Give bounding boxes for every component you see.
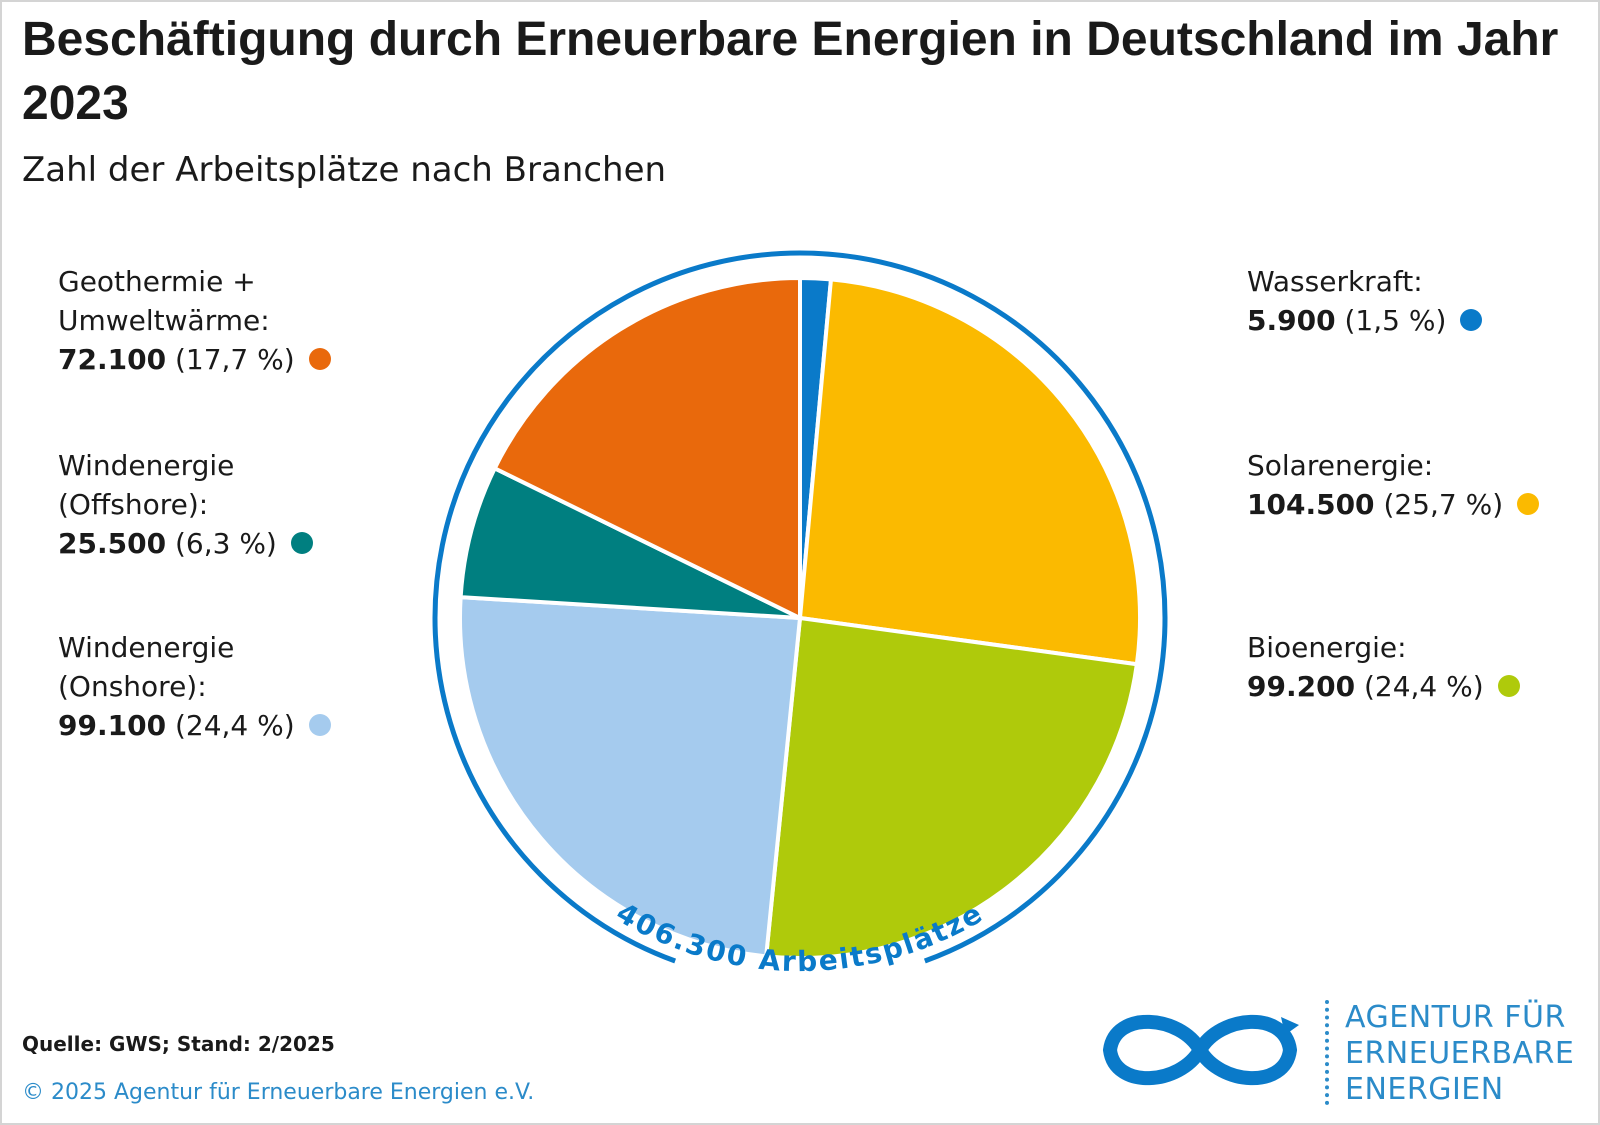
legend-percent: (24,4 %) — [174, 709, 295, 742]
legend-solar: Solarenergie: 104.500 (25,7 %) — [1247, 446, 1540, 524]
pie-slice-solarenergie — [798, 277, 1143, 667]
chart-subtitle: Zahl der Arbeitsplätze nach Branchen — [22, 150, 667, 190]
infinity-logo-icon — [1102, 1014, 1299, 1086]
legend-label-line: Umweltwärme: — [58, 304, 270, 337]
pie-slices — [458, 276, 1143, 960]
legend-label-line: Solarenergie: — [1247, 449, 1434, 482]
total-ring — [432, 250, 1168, 964]
legend-label-line: Wasserkraft: — [1247, 265, 1423, 298]
legend-wasserkraft: Wasserkraft: 5.900 (1,5 %) — [1247, 262, 1483, 340]
legend-dot-onshore — [308, 714, 331, 736]
legend-bio: Bioenergie: 99.200 (24,4 %) — [1247, 628, 1520, 706]
legend-dot-bio — [1497, 675, 1520, 697]
legend-value: 5.900 — [1247, 304, 1336, 337]
legend-percent: (25,7 %) — [1383, 488, 1504, 521]
pie-slice-geothermie-umweltwärme — [492, 276, 802, 620]
legend-label-line: Bioenergie: — [1247, 631, 1407, 664]
logo-line-2: ERNEUERBARE — [1345, 1036, 1575, 1071]
legend-value: 72.100 — [58, 343, 167, 376]
legend-label-line: (Offshore): — [58, 488, 209, 521]
chart-title: Beschäftigung durch Erneuerbare Energien… — [22, 13, 1559, 130]
legend-percent: (24,4 %) — [1363, 670, 1484, 703]
logo-line-3: ENERGIEN — [1345, 1072, 1504, 1107]
legend-value: 104.500 — [1247, 488, 1375, 521]
legend-value: 99.100 — [58, 709, 167, 742]
legend-offshore: Windenergie (Offshore): 25.500 (6,3 %) — [58, 446, 313, 563]
legend-percent: (6,3 %) — [174, 527, 277, 560]
source-note: Quelle: GWS; Stand: 2/2025 — [22, 1032, 335, 1056]
infinity-arrow — [1281, 1017, 1299, 1035]
pie-slice-bioenergie — [764, 616, 1139, 960]
legend-value: 25.500 — [58, 527, 167, 560]
logo-wordmark: AGENTUR FÜR ERNEUERBARE ENERGIEN — [1345, 1000, 1574, 1108]
copyright-note: © 2025 Agentur für Erneuerbare Energien … — [22, 1080, 535, 1105]
infinity-loop — [1102, 1014, 1298, 1086]
legend-geothermie: Geothermie + Umweltwärme: 72.100 (17,7 %… — [58, 262, 331, 379]
legend-label-line: (Onshore): — [58, 670, 207, 703]
legend-percent: (1,5 %) — [1344, 304, 1447, 337]
pie-slice-windenergie-offshore — [458, 466, 802, 620]
legend-label-line: Windenergie — [58, 449, 235, 482]
legend-label-line: Windenergie — [58, 631, 235, 664]
legend-dot-solar — [1517, 493, 1540, 515]
pie-slice-windenergie-onshore — [458, 595, 802, 959]
legend-percent: (17,7 %) — [174, 343, 295, 376]
legend-dot-wasserkraft — [1460, 309, 1483, 331]
logo-separator — [1325, 1000, 1329, 1105]
legend-value: 99.200 — [1247, 670, 1356, 703]
logo-line-1: AGENTUR FÜR — [1345, 1000, 1566, 1035]
legend-dot-offshore — [290, 532, 313, 554]
legend-label-line: Geothermie + — [58, 265, 256, 298]
legend-onshore: Windenergie (Onshore): 99.100 (24,4 %) — [58, 628, 331, 745]
legend-dot-geothermie — [308, 348, 331, 370]
